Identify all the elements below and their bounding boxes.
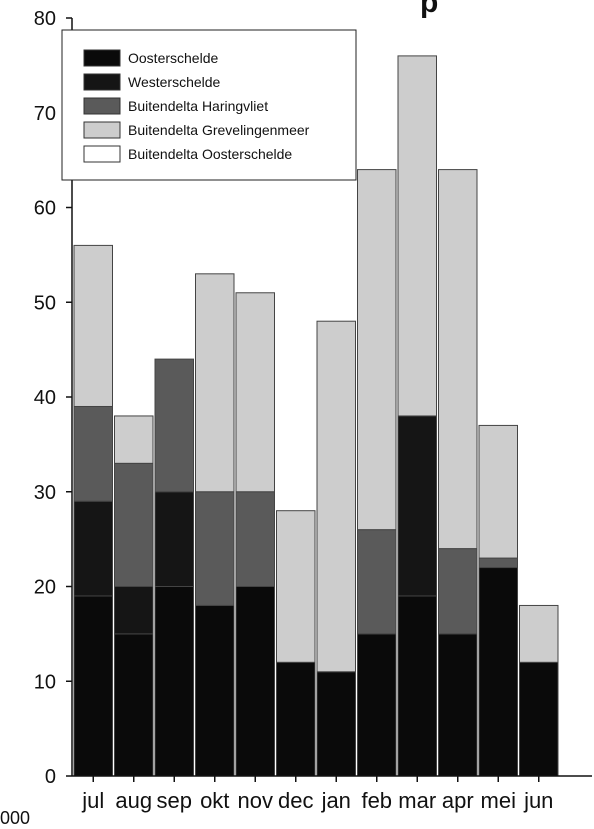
bar-segment-mei-1 — [478, 567, 518, 777]
legend-swatch — [83, 121, 121, 139]
bar-segment-okt-1 — [195, 604, 235, 777]
x-tick-label-feb: feb — [361, 788, 392, 813]
y-tick-label: 40 — [34, 387, 56, 409]
bar-segment-sep-3 — [154, 358, 194, 493]
y-tick-label: 10 — [34, 671, 56, 693]
bar-segment-dec-4 — [276, 510, 316, 663]
bar-segment-nov-1 — [235, 586, 275, 777]
x-tick-label-jul: jul — [81, 788, 104, 813]
y-tick-label: 20 — [34, 577, 56, 599]
bar-segment-jul-1 — [73, 595, 113, 777]
bar-segment-apr-1 — [438, 633, 478, 777]
legend-label: Westerschelde — [128, 74, 221, 90]
bar-segment-nov-3 — [235, 491, 275, 587]
cropped-title-fragment: p — [420, 0, 439, 19]
x-tick-label-jun: jun — [523, 788, 553, 813]
bar-segment-jun-4 — [519, 604, 559, 663]
x-tick-label-nov: nov — [238, 788, 273, 813]
x-tick-label-okt: okt — [200, 788, 229, 813]
bar-segment-jul-2 — [73, 500, 113, 597]
y-tick-label: 70 — [34, 103, 56, 125]
y-tick-label: 80 — [34, 8, 56, 30]
bar-segment-jul-4 — [73, 244, 113, 407]
bar-segment-mar-2 — [397, 415, 437, 597]
x-axis: jul aug sep okt nov dec jan feb mar apr mei jun — [72, 775, 592, 813]
cropped-corner-text: 000 — [0, 808, 31, 828]
bar-segment-apr-3 — [438, 548, 478, 635]
bar-segment-okt-3 — [195, 491, 235, 606]
legend-swatch — [83, 73, 121, 91]
legend-label: Buitendelta Grevelingenmeer — [128, 122, 310, 138]
bar-segment-mei-4 — [478, 424, 518, 559]
bar-segment-mar-4 — [397, 55, 437, 417]
bar-segment-mei-3 — [478, 557, 518, 569]
x-tick-label-sep: sep — [157, 788, 192, 813]
bar-segment-feb-1 — [357, 633, 397, 777]
legend-label: Buitendelta Oosterschelde — [128, 146, 292, 162]
bar-segment-sep-1 — [154, 586, 194, 777]
bar-segment-feb-4 — [357, 169, 397, 531]
legend-label: Oosterschelde — [128, 50, 218, 66]
x-tick-label-aug: aug — [115, 788, 152, 813]
bar-segment-okt-4 — [195, 273, 235, 493]
bar-segment-apr-4 — [438, 169, 478, 550]
y-tick-label: 60 — [34, 198, 56, 220]
bar-segment-sep-2 — [154, 491, 194, 587]
y-tick-label: 0 — [45, 766, 56, 788]
bar-segment-jul-3 — [73, 405, 113, 502]
y-tick-label: 50 — [34, 292, 56, 314]
bar-segment-aug-3 — [114, 462, 154, 588]
legend: Oosterschelde Westerschelde Buitendelta Ha… — [61, 29, 357, 181]
bar-segment-aug-1 — [114, 633, 154, 777]
bar-segment-dec-1 — [276, 661, 316, 777]
bar-segment-jun-1 — [519, 661, 559, 777]
bar-segment-nov-4 — [235, 292, 275, 493]
bar-segment-jan-1 — [316, 671, 356, 777]
x-tick-label-mar: mar — [398, 788, 436, 813]
x-tick-label-mei: mei — [481, 788, 516, 813]
legend-label: Buitendelta Haringvliet — [128, 98, 268, 114]
legend-swatch — [83, 145, 121, 163]
bar-segment-feb-3 — [357, 529, 397, 635]
x-tick-label-apr: apr — [442, 788, 474, 813]
y-tick-label: 30 — [34, 482, 56, 504]
bar-segment-aug-2 — [114, 586, 154, 635]
legend-swatch — [83, 97, 121, 115]
x-tick-label-jan: jan — [321, 788, 351, 813]
bar-segment-aug-4 — [114, 415, 154, 464]
bar-segment-mar-1 — [397, 595, 437, 777]
x-tick-label-dec: dec — [278, 788, 313, 813]
legend-swatch — [83, 49, 121, 67]
bar-segment-jan-4 — [316, 320, 356, 673]
bars-layer — [73, 55, 559, 777]
